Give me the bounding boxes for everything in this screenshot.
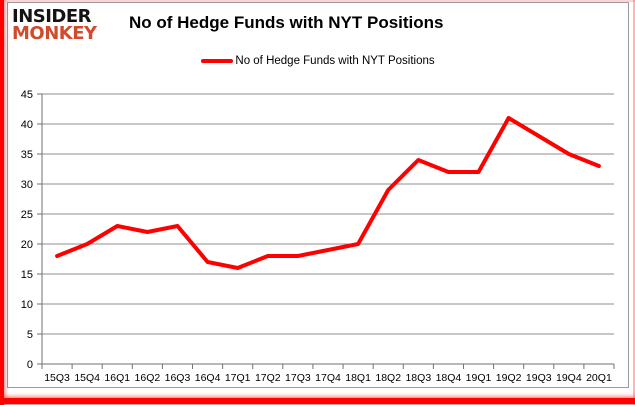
y-axis-label: 40 — [21, 119, 33, 131]
x-axis-label: 17Q4 — [315, 372, 341, 384]
x-axis-label: 19Q4 — [556, 372, 582, 384]
x-axis-label: 15Q3 — [44, 372, 70, 384]
logo-monkey-text: MONKEY — [12, 23, 97, 45]
x-axis-label: 18Q2 — [375, 372, 401, 384]
y-axis-label: 15 — [21, 269, 33, 281]
red-border-left — [0, 0, 4, 405]
y-axis-label: 45 — [21, 89, 33, 101]
red-border-bottom — [0, 398, 635, 404]
legend-label: No of Hedge Funds with NYT Positions — [235, 55, 435, 67]
x-axis-label: 16Q4 — [195, 372, 221, 384]
chart-panel: INSIDER MONKEY No of Hedge Funds with NY… — [7, 2, 629, 388]
y-axis-label: 25 — [21, 209, 33, 221]
x-axis-label: 16Q2 — [135, 372, 161, 384]
y-axis-label: 5 — [27, 329, 33, 341]
data-line — [55, 116, 601, 270]
x-axis-label: 17Q1 — [225, 372, 251, 384]
x-axis-label: 19Q3 — [526, 372, 552, 384]
y-axis-label: 20 — [21, 239, 33, 251]
chart-title: No of Hedge Funds with NYT Positions — [129, 13, 444, 32]
x-axis-label: 16Q3 — [165, 372, 191, 384]
y-axis-label: 35 — [21, 149, 33, 161]
x-axis-label: 18Q4 — [436, 372, 462, 384]
x-axis-label: 20Q1 — [586, 372, 612, 384]
red-border-right — [633, 0, 635, 405]
x-axis-label: 18Q3 — [405, 372, 431, 384]
x-axis-label: 18Q1 — [345, 372, 371, 384]
legend-line-swatch — [201, 59, 234, 63]
y-axis-label: 0 — [27, 359, 33, 371]
x-axis-label: 15Q4 — [74, 372, 100, 384]
logo-insider-text: INSIDER — [12, 6, 92, 27]
x-axis-label: 17Q3 — [285, 372, 311, 384]
insider-monkey-logo: INSIDER MONKEY — [12, 6, 97, 45]
x-axis-label: 17Q2 — [255, 372, 281, 384]
red-border-top — [0, 0, 635, 2]
x-axis-label: 19Q2 — [496, 372, 522, 384]
x-axis-label: 19Q1 — [466, 372, 492, 384]
line-chart: 0 5 10 15 20 25 30 35 40 45 15Q3 15Q4 16Q1 16Q2 16Q3 16… — [21, 89, 615, 384]
y-axis-label: 30 — [21, 179, 33, 191]
chart-legend: No of Hedge Funds with NYT Positions — [8, 54, 628, 68]
y-axis-label: 10 — [21, 299, 33, 311]
x-axis-label: 16Q1 — [104, 372, 130, 384]
